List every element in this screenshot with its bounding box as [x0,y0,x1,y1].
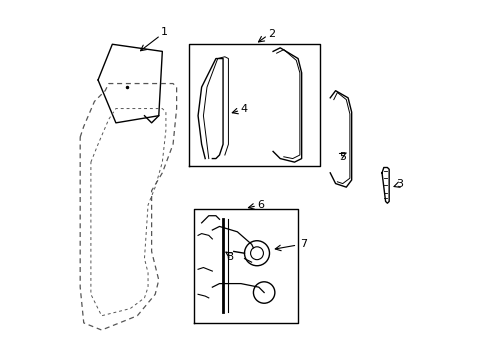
Text: 5: 5 [339,152,346,162]
Text: 4: 4 [241,104,247,113]
Text: 7: 7 [299,239,306,249]
Text: 1: 1 [160,27,167,37]
Text: 6: 6 [257,200,264,210]
Text: 2: 2 [267,28,274,39]
Text: 3: 3 [396,179,403,189]
Text: 8: 8 [226,252,233,262]
